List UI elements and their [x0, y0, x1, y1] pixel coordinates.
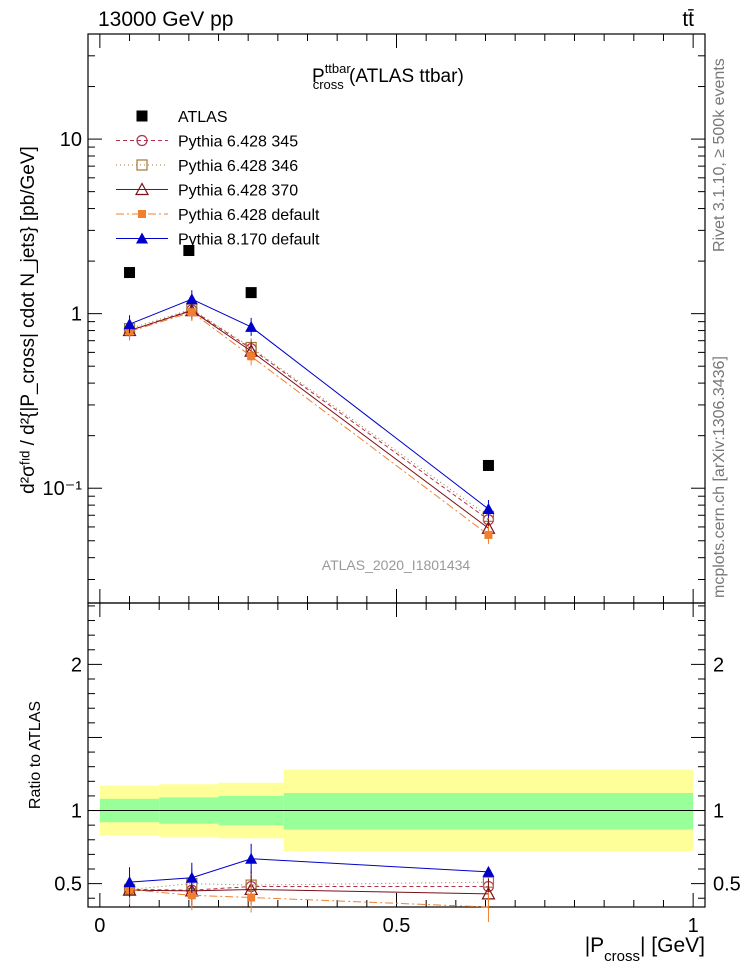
- legend-marker: [136, 134, 148, 147]
- data-point: [245, 287, 257, 299]
- legend-entry: Pythia 8.170 default: [116, 232, 320, 249]
- process-label: 13000 GeV pp: [98, 8, 233, 31]
- legend-label: Pythia 6.428 345: [178, 134, 298, 151]
- ratio-band-inner: [283, 793, 694, 830]
- series-pythia-6-428-370: [122, 301, 496, 538]
- ratio-line: [129, 888, 489, 895]
- legend-marker: [134, 182, 150, 196]
- data-point: [124, 267, 136, 279]
- main-title-sub: cross: [313, 77, 345, 92]
- data-point: [247, 352, 256, 361]
- x-tick-label: 0.5: [383, 915, 411, 937]
- legend-label: ATLAS: [178, 109, 228, 126]
- series-pythia-8-170-default: [123, 290, 495, 519]
- x-axis-label-suffix: | [GeV]: [640, 934, 705, 957]
- x-tick-label: 0: [94, 915, 105, 937]
- data-point: [185, 293, 198, 305]
- legend-entry: Pythia 6.428 346: [116, 158, 298, 175]
- mcplots-label: mcplots.cern.ch [arXiv:1306.3436]: [711, 356, 728, 598]
- ratio-y-tick-label-right: 0.5: [713, 874, 741, 896]
- legend-label: Pythia 6.428 370: [178, 183, 298, 200]
- legend-marker: [136, 232, 148, 244]
- ratio-frame: [87, 602, 706, 908]
- ratio-point: [185, 871, 198, 883]
- series-pythia-6-428-default: [125, 303, 493, 544]
- main-y-axis-label: d²σᶠᶦᵈ / d²{|P_cross| cdot N_jets} [pb/G…: [18, 146, 39, 494]
- legend-entry: Pythia 6.428 345: [116, 134, 298, 151]
- ratio-line: [129, 886, 489, 891]
- channel-label: tt̄: [682, 8, 694, 31]
- y-tick-label: 10⁻¹: [43, 478, 83, 500]
- data-point: [245, 320, 258, 332]
- ratio-line: [129, 888, 489, 908]
- x-axis-label: |Pcross| [GeV]: [585, 934, 705, 965]
- ratio-series-pythia-6-428-370: [122, 874, 496, 909]
- analysis-watermark: ATLAS_2020_I1801434: [322, 557, 471, 573]
- data-point: [183, 245, 195, 257]
- legend-entry: Pythia 6.428 default: [116, 207, 320, 224]
- series-line: [129, 310, 489, 529]
- ratio-y-tick-label-right: 1: [713, 801, 724, 823]
- legend: ATLAS Pythia 6.428 345 Pythia 6.428 346 Pyt…: [116, 109, 320, 249]
- ratio-point: [187, 891, 196, 900]
- y-tick-label: 1: [71, 304, 82, 326]
- legend-label: Pythia 8.170 default: [178, 232, 320, 249]
- legend-entry: ATLAS: [136, 109, 228, 126]
- ratio-y-tick-label: 2: [71, 654, 82, 676]
- data-point: [484, 530, 493, 539]
- data-point: [482, 503, 495, 515]
- series-line: [129, 298, 489, 510]
- legend-entry: Pythia 6.428 370: [116, 182, 298, 200]
- legend-label: Pythia 6.428 default: [178, 207, 320, 224]
- ratio-line: [129, 881, 489, 890]
- ratio-y-tick-label: 1: [71, 801, 82, 823]
- main-title: Pttbar cross (ATLAS ttbar): [312, 61, 464, 92]
- ratio-point: [245, 852, 258, 864]
- series-atlas: [124, 245, 494, 471]
- series-line: [129, 311, 489, 536]
- x-axis-label-sub: cross: [604, 948, 640, 965]
- series-pythia-6-428-346: [123, 300, 495, 526]
- data-point: [123, 318, 136, 330]
- ratio-y-tick-label: 0.5: [54, 874, 82, 896]
- ratio-y-tick-label-right: 2: [713, 654, 724, 676]
- rivet-label: Rivet 3.1.10, ≥ 500k events: [711, 58, 728, 252]
- ratio-point: [247, 893, 256, 902]
- x-tick-label: 1: [688, 915, 699, 937]
- series-line: [129, 309, 489, 521]
- data-point: [482, 459, 494, 471]
- legend-label: Pythia 6.428 346: [178, 158, 298, 175]
- ratio-point: [482, 865, 495, 877]
- data-point: [187, 308, 196, 317]
- ratio-point: [123, 876, 136, 888]
- x-axis-label-base: |P: [585, 934, 604, 957]
- legend-marker: [136, 159, 148, 171]
- series-line: [129, 308, 489, 517]
- legend-marker: [136, 110, 148, 122]
- main-title-suffix: (ATLAS ttbar): [344, 66, 464, 87]
- ratio-line: [129, 858, 489, 883]
- ratio-series-pythia-6-428-default: [125, 874, 489, 922]
- main-title-sup: ttbar: [325, 61, 352, 76]
- ratio-y-axis-label: Ratio to ATLAS: [27, 701, 44, 809]
- legend-marker: [138, 210, 146, 218]
- ratio-series-pythia-8-170-default: [123, 843, 495, 898]
- series-pythia-6-428-345: [123, 300, 495, 529]
- main-title-base: P: [312, 66, 325, 87]
- ratio-series-pythia-6-428-346: [123, 867, 495, 905]
- y-tick-label: 10: [60, 129, 82, 151]
- ratio-plot: 0 0.5 1 2 2 1 1 0.5 0.5: [54, 34, 741, 937]
